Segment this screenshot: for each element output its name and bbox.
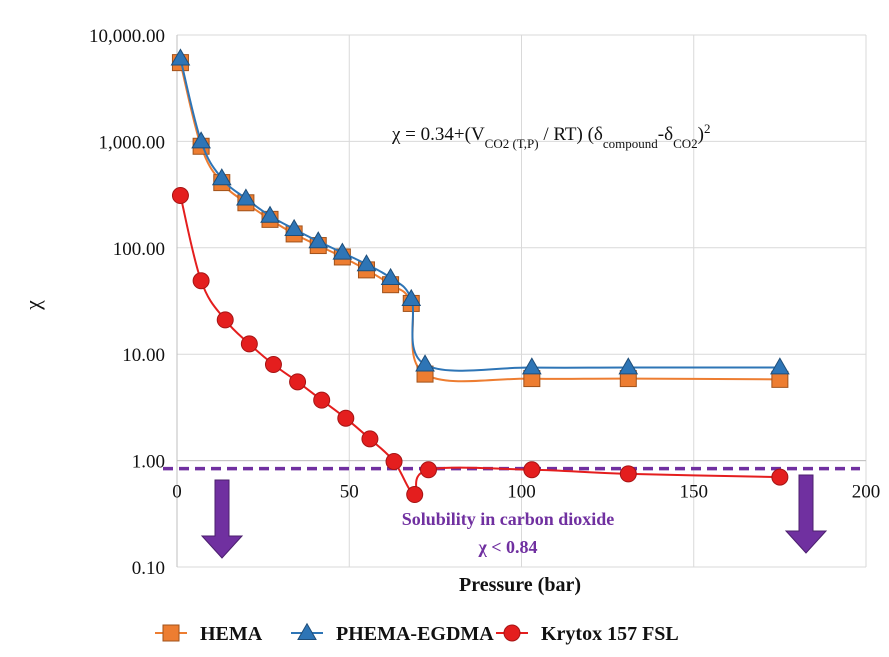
y-tick-label: 10,000.00 (89, 26, 165, 47)
axes (176, 35, 866, 567)
gridlines (176, 34, 867, 568)
series-phema-egdma (170, 48, 790, 375)
y-axis-title: χ (20, 300, 45, 311)
triangle-marker (618, 357, 639, 375)
solubility-label: Solubility in carbon dioxide (402, 509, 615, 529)
circle-marker (264, 356, 282, 374)
y-tick-label: 1.00 (132, 452, 165, 473)
triangle-marker (332, 242, 353, 260)
triangle-marker (260, 205, 280, 223)
eq-mid1: / RT) (δ (539, 124, 603, 145)
equation: χ = 0.34+(VCO2 (T,P) / RT) (δcompound-δC… (391, 121, 710, 151)
legend-item: PHEMA-EGDMA (291, 622, 494, 645)
triangle-marker (380, 267, 401, 285)
triangle-marker (415, 354, 435, 372)
circle-marker (619, 465, 637, 483)
y-tick-label: 0.10 (132, 558, 165, 579)
series-group (170, 48, 790, 504)
circle-marker (385, 453, 403, 471)
circle-marker (361, 430, 379, 448)
legend-square-icon (162, 624, 180, 642)
circle-marker (240, 335, 258, 353)
triangle-marker (356, 254, 377, 272)
threshold-label: χ < 0.84 (477, 537, 537, 557)
legend-label: PHEMA-EGDMA (336, 623, 494, 645)
triangle-marker (521, 357, 542, 375)
x-axis-title: Pressure (bar) (459, 574, 581, 596)
x-tick-label: 0 (172, 482, 182, 503)
eq-sub3: CO2 (673, 136, 698, 151)
legend-label: Krytox 157 FSL (541, 623, 679, 645)
circle-marker (419, 461, 437, 479)
triangle-marker (211, 168, 232, 186)
y-tick-label: 100.00 (113, 239, 165, 260)
triangle-marker (191, 131, 211, 149)
y-tick-label: 10.00 (122, 345, 165, 366)
legend-label: HEMA (200, 623, 263, 645)
eq-sup: 2 (704, 121, 711, 136)
legend-circle-icon (503, 624, 521, 642)
circle-marker (313, 391, 331, 409)
x-tick-label: 200 (852, 482, 881, 503)
down-arrow-left (200, 479, 244, 559)
series-krytox-157-fsl (171, 187, 789, 504)
circle-marker (771, 468, 789, 486)
circle-marker (289, 373, 307, 391)
down-arrow-right (784, 474, 828, 554)
legend-triangle-icon (297, 622, 317, 640)
legend: HEMA PHEMA-EGDMA Krytox 157 FSL (155, 622, 679, 645)
circle-marker (406, 486, 424, 504)
eq-prefix: χ = 0.34+(V (391, 124, 485, 145)
x-tick-label: 150 (680, 482, 709, 503)
triangle-marker (770, 357, 790, 375)
circle-marker (192, 272, 210, 290)
tick-labels: 0.10 1.00 10.00 100.00 1,000.00 10,000.00 0 50 1… (89, 26, 880, 579)
triangle-marker (236, 188, 256, 206)
triangle-marker (284, 218, 304, 237)
x-tick-label: 100 (507, 482, 536, 503)
circle-marker (523, 461, 541, 479)
legend-item: Krytox 157 FSL (496, 623, 679, 645)
eq-sub2: compound (603, 136, 658, 151)
eq-sub1: CO2 (T,P) (485, 136, 539, 151)
x-tick-label: 50 (340, 482, 359, 503)
triangle-marker (170, 48, 191, 66)
arrows (200, 474, 828, 559)
circle-marker (216, 311, 234, 329)
legend-item: HEMA (155, 623, 263, 645)
eq-tail: ) (698, 124, 704, 145)
y-tick-label: 1,000.00 (99, 132, 166, 153)
triangle-marker (401, 288, 422, 306)
eq-mid2: -δ (658, 124, 673, 145)
circle-marker (171, 187, 189, 205)
triangle-marker (308, 231, 329, 249)
circle-marker (337, 409, 355, 427)
